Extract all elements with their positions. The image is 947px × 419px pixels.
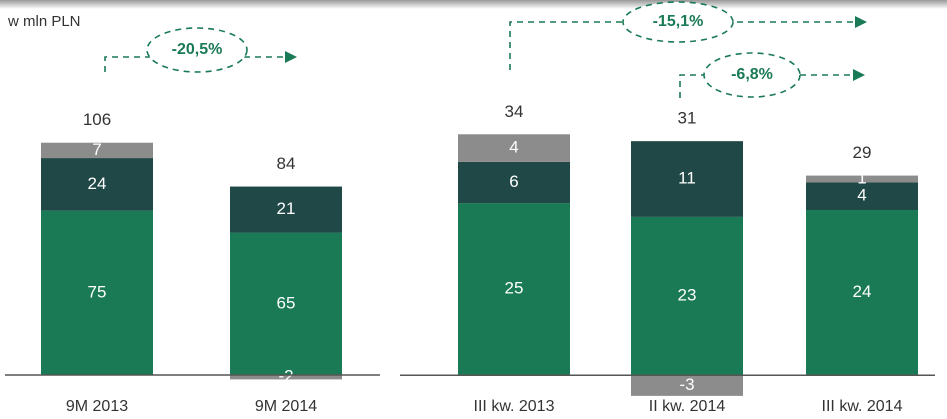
annotation-text: -15,1% <box>653 13 704 30</box>
total-label: 29 <box>853 143 872 162</box>
segment-label: 7 <box>92 140 101 159</box>
segment-label: 24 <box>853 282 872 301</box>
segment-label: 25 <box>505 279 524 298</box>
bar-segment <box>41 142 153 159</box>
bar-segment <box>41 158 153 211</box>
bar-segment <box>631 141 743 217</box>
bar-segment <box>41 210 153 376</box>
x-tick-label: III kw. 2013 <box>474 398 555 415</box>
total-label: 84 <box>277 154 296 173</box>
unit-label: w mln PLN <box>7 13 81 30</box>
segment-label: 21 <box>277 199 296 218</box>
top-shade <box>0 0 947 9</box>
segment-label: -3 <box>679 375 694 394</box>
growth-annotation: -15,1% <box>509 1 867 70</box>
bar-segment <box>806 210 918 376</box>
segment-label: 75 <box>88 282 107 301</box>
growth-annotation: -20,5% <box>104 27 297 73</box>
segment-label: -2 <box>278 367 293 386</box>
segment-label: 65 <box>277 293 296 312</box>
bar-segment <box>230 232 342 376</box>
segment-label: 4 <box>857 186 866 205</box>
bar-segment <box>806 182 918 210</box>
annotation-text: -6,8% <box>731 66 773 83</box>
segment-label: 1 <box>857 169 866 188</box>
bar-segment <box>458 134 570 162</box>
segment-label: 4 <box>509 138 518 157</box>
bar-segment <box>230 375 342 380</box>
bar-segment <box>631 375 743 396</box>
x-tick-label: II kw. 2014 <box>649 398 726 415</box>
total-label: 106 <box>83 110 111 129</box>
bar-segment <box>631 216 743 376</box>
bar-segment <box>458 161 570 204</box>
growth-annotation: -6,8% <box>679 52 865 98</box>
bar-segment <box>230 186 342 233</box>
x-tick-label: III kw. 2014 <box>822 398 903 415</box>
x-tick-label: 9M 2013 <box>66 398 128 415</box>
segment-label: 11 <box>678 169 696 188</box>
bar-segment <box>458 203 570 376</box>
segment-label: 6 <box>509 172 518 191</box>
x-tick-label: 9M 2014 <box>255 398 317 415</box>
segment-label: 23 <box>678 286 697 305</box>
total-label: 31 <box>678 109 697 128</box>
bar-segment <box>806 175 918 183</box>
annotation-text: -20,5% <box>172 41 223 58</box>
total-label: 34 <box>505 102 524 121</box>
segment-label: 24 <box>88 174 107 193</box>
